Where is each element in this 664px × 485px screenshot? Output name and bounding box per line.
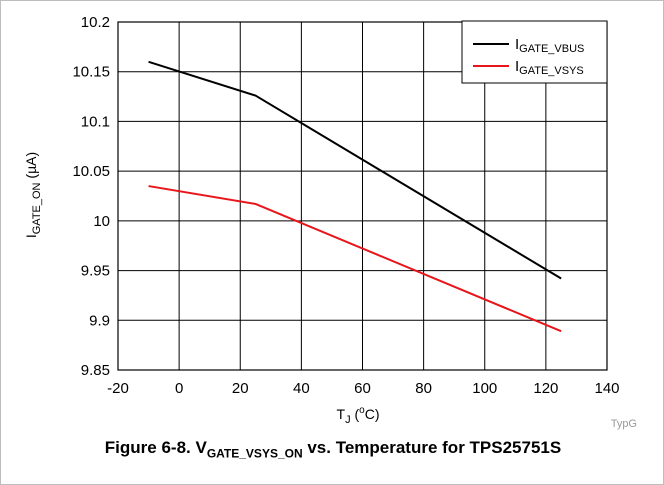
series-line-gate-vbus	[148, 60, 562, 280]
y-tick-label-3: 10	[93, 213, 110, 230]
x-tick-label-0: -20	[107, 380, 129, 397]
series-layer	[148, 60, 562, 333]
x-tick-label-6: 100	[472, 380, 497, 397]
x-axis-label: TJ (oC)	[337, 405, 380, 426]
x-tick-label-3: 40	[293, 380, 310, 397]
watermark: TypG	[611, 418, 637, 430]
legend-label-vbus: IGATE_VBUS	[515, 36, 584, 55]
x-tick-labels: -20 0 20 40 60 80 100 120 140	[107, 380, 619, 397]
y-tick-labels: 9.85 9.9 9.95 10 10.05 10.1 10.15 10.2	[72, 14, 110, 379]
x-tick-label-4: 60	[354, 380, 371, 397]
x-tick-label-2: 20	[232, 380, 249, 397]
x-tick-label-1: 0	[175, 380, 183, 397]
y-tick-label-5: 10.1	[81, 113, 110, 130]
x-tick-label-7: 120	[533, 380, 558, 397]
line-chart: -20 0 20 40 60 80 100 120 140 9.85 9.9 9.95 10 10.05…	[23, 14, 637, 430]
y-tick-label-2: 9.95	[81, 263, 110, 280]
legend: IGATE_VBUS IGATE_VSYS	[461, 20, 608, 84]
y-tick-label-7: 10.2	[81, 14, 110, 31]
y-tick-label-6: 10.15	[72, 64, 110, 81]
x-tick-label-5: 80	[415, 380, 432, 397]
y-tick-label-4: 10.05	[72, 163, 110, 180]
y-axis-label: IGATE_ON (µA)	[23, 152, 43, 238]
series-line-gate-vsys	[148, 185, 562, 333]
y-tick-label-0: 9.85	[81, 362, 110, 379]
plot-border	[117, 21, 608, 371]
legend-label-vsys: IGATE_VSYS	[515, 58, 584, 77]
legend-box	[461, 20, 608, 84]
y-tick-label-1: 9.9	[89, 312, 110, 329]
x-tick-label-8: 140	[594, 380, 619, 397]
figure-caption: Figure 6-8. VGATE_VSYS_ON vs. Temperatur…	[104, 438, 562, 461]
